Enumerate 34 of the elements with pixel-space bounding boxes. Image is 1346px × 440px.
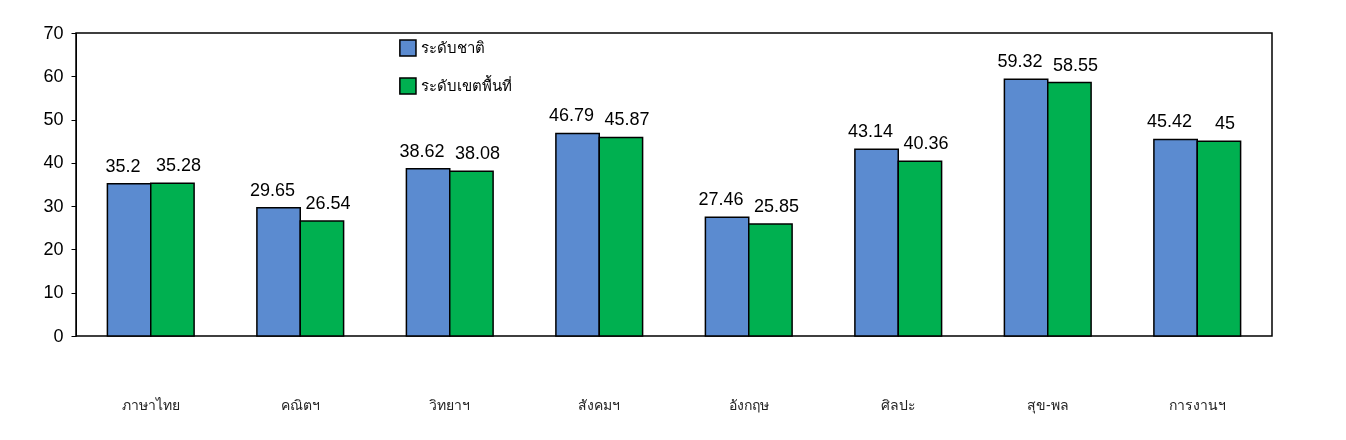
y-tick-label: 30: [43, 195, 64, 216]
data-label: 27.46: [698, 189, 744, 210]
x-tick-label: การงานฯ: [1168, 396, 1226, 413]
data-label: 43.14: [848, 121, 894, 142]
data-label: 35.2: [105, 155, 141, 176]
y-tick-label: 0: [53, 325, 64, 346]
y-tick-label: 60: [43, 65, 64, 86]
y-tick-label: 70: [43, 22, 64, 43]
data-label: 45: [1214, 113, 1235, 134]
data-label: 25.85: [753, 196, 799, 217]
x-tick-label: อังกฤษ: [728, 396, 769, 413]
y-tick-label: 20: [43, 238, 64, 259]
data-label: 59.32: [997, 51, 1043, 72]
data-label: 46.79: [549, 105, 595, 126]
data-label: 35.28: [155, 155, 201, 176]
x-tick-label: วิทยาฯ: [429, 396, 471, 413]
data-label: 26.54: [305, 193, 351, 214]
x-tick-label: คณิตฯ: [280, 396, 320, 413]
x-tick-label: สังคมฯ: [578, 396, 621, 413]
y-tick-label: 50: [43, 109, 64, 130]
data-label: 38.08: [454, 143, 500, 164]
data-label: 38.62: [399, 140, 445, 161]
legend-label: ระดับชาติ: [420, 39, 485, 56]
data-label: 45.42: [1147, 111, 1193, 132]
data-label: 45.87: [604, 109, 650, 130]
data-label: 29.65: [250, 179, 296, 200]
data-label: 58.55: [1052, 54, 1098, 75]
data-label: 40.36: [903, 133, 949, 154]
x-tick-label: สุข-พล: [1026, 396, 1069, 414]
x-tick-label: ภาษาไทย: [121, 396, 180, 413]
x-tick-label: ศิลปะ: [880, 396, 916, 413]
y-tick-label: 40: [43, 152, 64, 173]
y-tick-label: 10: [43, 282, 64, 303]
legend-label: ระดับเขตพื้นที่: [420, 75, 512, 94]
